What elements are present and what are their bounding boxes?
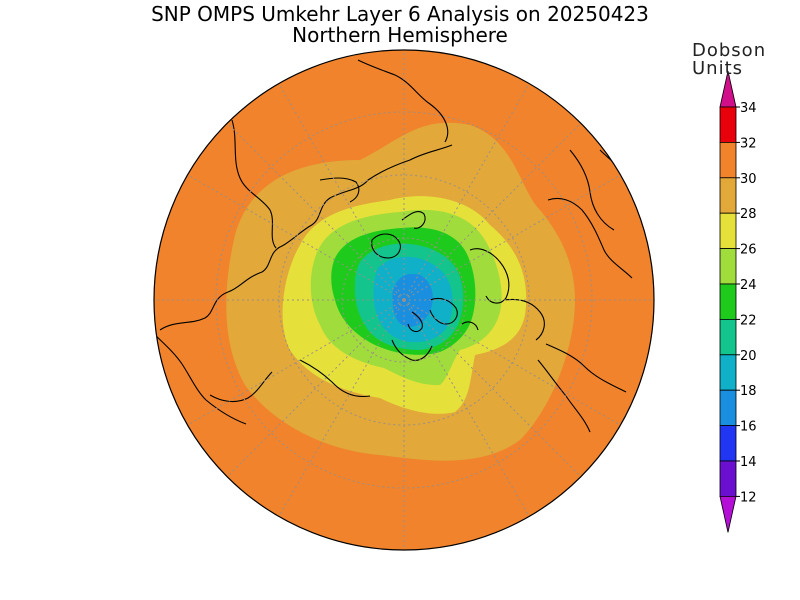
colorbar-title-line1: Dobson xyxy=(692,40,767,61)
colorbar-tick-label: 22 xyxy=(740,313,757,328)
colorbar-tick-label: 16 xyxy=(740,420,757,435)
map-subtitle: Northern Hemisphere xyxy=(292,23,508,47)
colorbar-tick-label: 26 xyxy=(740,243,757,258)
colorbar-band-30-32 xyxy=(719,141,737,179)
colorbar-tick-label: 20 xyxy=(740,349,757,364)
colorbar-tick-label: 32 xyxy=(740,136,757,151)
colorbar-title-line2: Units xyxy=(692,58,744,79)
colorbar-tick-label: 30 xyxy=(740,172,757,187)
colorbar-band-26-28 xyxy=(719,212,737,249)
colorbar-bottom-arrow xyxy=(719,495,737,533)
colorbar-band-16-18 xyxy=(719,389,737,427)
colorbar-band-14-16 xyxy=(719,425,737,462)
colorbar-band-22-24 xyxy=(719,283,737,320)
colorbar-band-24-26 xyxy=(719,248,737,285)
colorbar-band-28-30 xyxy=(719,177,737,214)
colorbar-band-18-20 xyxy=(719,354,737,391)
colorbar-tick-label: 24 xyxy=(740,278,757,293)
band-16-18 xyxy=(392,273,433,327)
colorbar-tick-label: 14 xyxy=(740,455,757,470)
colorbar-band-20-22 xyxy=(719,318,737,356)
colorbar: 34 32 30 28 26 24 22 20 18 16 14 12 xyxy=(719,70,757,533)
colorbar-tick-label: 28 xyxy=(740,207,757,222)
colorbar-tick-label: 12 xyxy=(740,490,757,505)
colorbar-band-12-14 xyxy=(719,460,737,497)
colorbar-tick-label: 34 xyxy=(740,101,757,116)
colorbar-band-32-34 xyxy=(719,106,737,143)
map-boundary xyxy=(153,49,655,551)
map-title: SNP OMPS Umkehr Layer 6 Analysis on 2025… xyxy=(151,2,649,26)
colorbar-tick-label: 18 xyxy=(740,384,757,399)
graticule xyxy=(154,50,654,550)
